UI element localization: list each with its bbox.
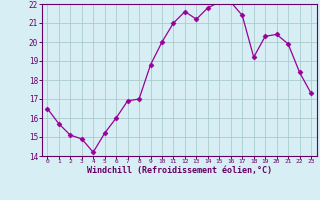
X-axis label: Windchill (Refroidissement éolien,°C): Windchill (Refroidissement éolien,°C) [87, 166, 272, 175]
